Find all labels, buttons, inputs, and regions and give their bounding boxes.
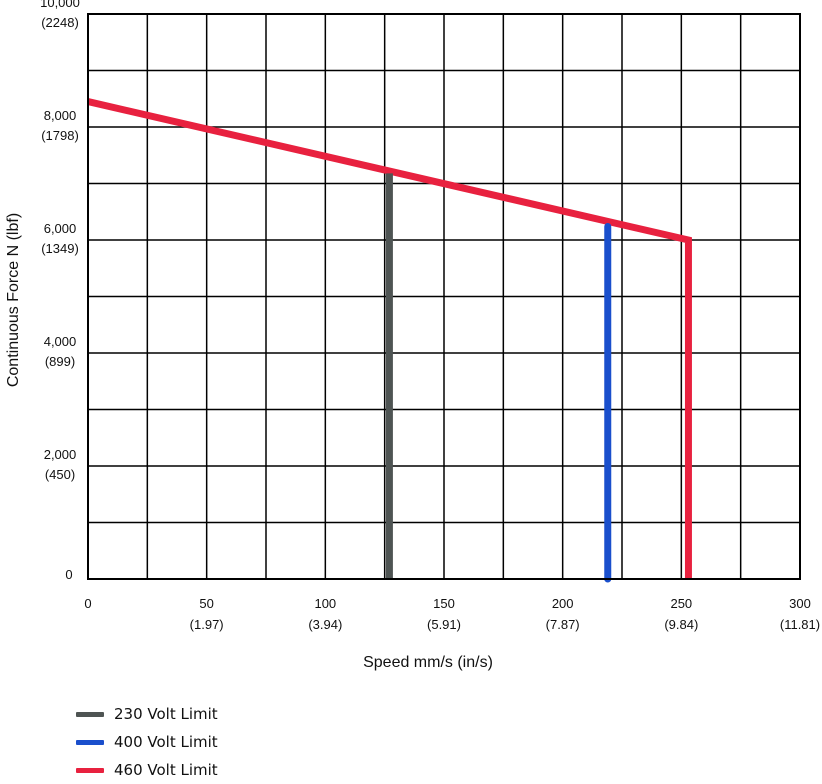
y-tick-labels: 0 2,000 (450) 4,000 (899) 6,000 (1349) 8,000 (17… (40, 0, 80, 582)
x-tick-sublabel: (1.97) (190, 617, 224, 632)
legend-label-400v: 400 Volt Limit (114, 733, 218, 751)
x-tick-label: 50 (199, 596, 213, 611)
x-tick-label: 200 (552, 596, 574, 611)
y-tick-label: 2,000 (44, 447, 77, 462)
x-tick-labels: 0 50 (1.97) 100 (3.94) 150 (5.91) 200 (7.87) 250 (… (84, 596, 820, 632)
legend-swatch-400v (76, 740, 104, 745)
x-tick-label: 100 (314, 596, 336, 611)
x-tick-label: 250 (670, 596, 692, 611)
x-tick-sublabel: (9.84) (664, 617, 698, 632)
y-tick-sublabel: (2248) (41, 15, 79, 30)
y-axis-title: Continuous Force N (lbf) (5, 213, 22, 387)
y-tick-sublabel: (1798) (41, 128, 79, 143)
legend-item-230v: 230 Volt Limit (76, 700, 218, 728)
y-tick-sublabel: (450) (45, 467, 75, 482)
y-tick-sublabel: (1349) (41, 241, 79, 256)
x-tick-sublabel: (11.81) (780, 617, 820, 632)
series-lines (88, 102, 688, 579)
legend-label-230v: 230 Volt Limit (114, 705, 218, 723)
legend-label-460v: 460 Volt Limit (114, 761, 218, 779)
y-tick-label: 6,000 (44, 221, 77, 236)
legend: 230 Volt Limit 400 Volt Limit 460 Volt L… (76, 700, 218, 784)
y-tick-label: 10,000 (40, 0, 80, 10)
x-tick-sublabel: (5.91) (427, 617, 461, 632)
legend-item-400v: 400 Volt Limit (76, 728, 218, 756)
x-tick-sublabel: (7.87) (546, 617, 580, 632)
x-tick-label: 150 (433, 596, 455, 611)
y-tick-label: 8,000 (44, 108, 77, 123)
y-tick-sublabel: (899) (45, 354, 75, 369)
y-tick-label: 4,000 (44, 334, 77, 349)
x-tick-sublabel: (3.94) (308, 617, 342, 632)
legend-swatch-460v (76, 768, 104, 773)
y-tick-label: 0 (65, 567, 72, 582)
x-axis-title: Speed mm/s (in/s) (363, 654, 493, 671)
grid-lines (88, 14, 800, 579)
legend-swatch-230v (76, 712, 104, 717)
x-tick-label: 0 (84, 596, 91, 611)
x-tick-label: 300 (789, 596, 811, 611)
